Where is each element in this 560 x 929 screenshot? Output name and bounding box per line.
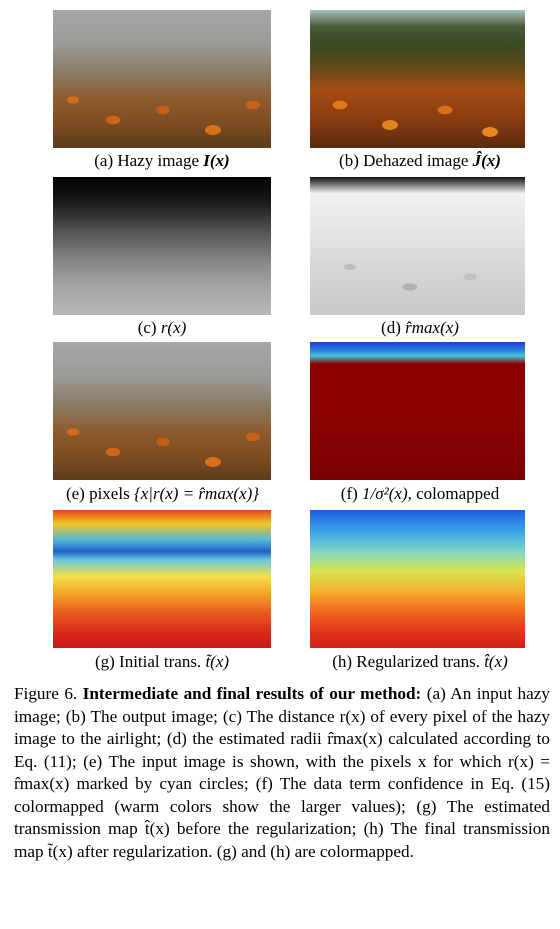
marked-pixels-image [53,342,271,480]
regularized-transmission-image [310,510,525,648]
dehazed-image [310,10,525,148]
caption-g: (g) Initial trans. t̃(x) [94,652,230,671]
caption-title: Intermediate and final results of our me… [82,684,422,703]
hazy-image [53,10,271,148]
caption-a: (a) Hazy image I(x) [94,151,230,170]
initial-transmission-image [53,510,271,648]
figure-caption: Figure 6. Intermediate and final results… [14,683,550,863]
distance-map-image [53,177,271,315]
caption-text: (a) An input hazy image; (b) The output … [14,684,550,861]
caption-e: (e) pixels {x|r(x) = r̂max(x)} [65,484,260,503]
caption-d: (d) r̂max(x) [381,318,459,337]
confidence-map-image [310,342,525,480]
caption-b: (b) Dehazed image Ĵ(x) [339,151,501,170]
radii-map-image [310,177,525,315]
caption-f: (f) 1/σ²(x), colomapped [340,484,500,503]
caption-h: (h) Regularized trans. t̂(x) [332,652,508,671]
figure-label: Figure 6. [14,684,78,703]
caption-c: (c) r(x) [137,318,187,337]
